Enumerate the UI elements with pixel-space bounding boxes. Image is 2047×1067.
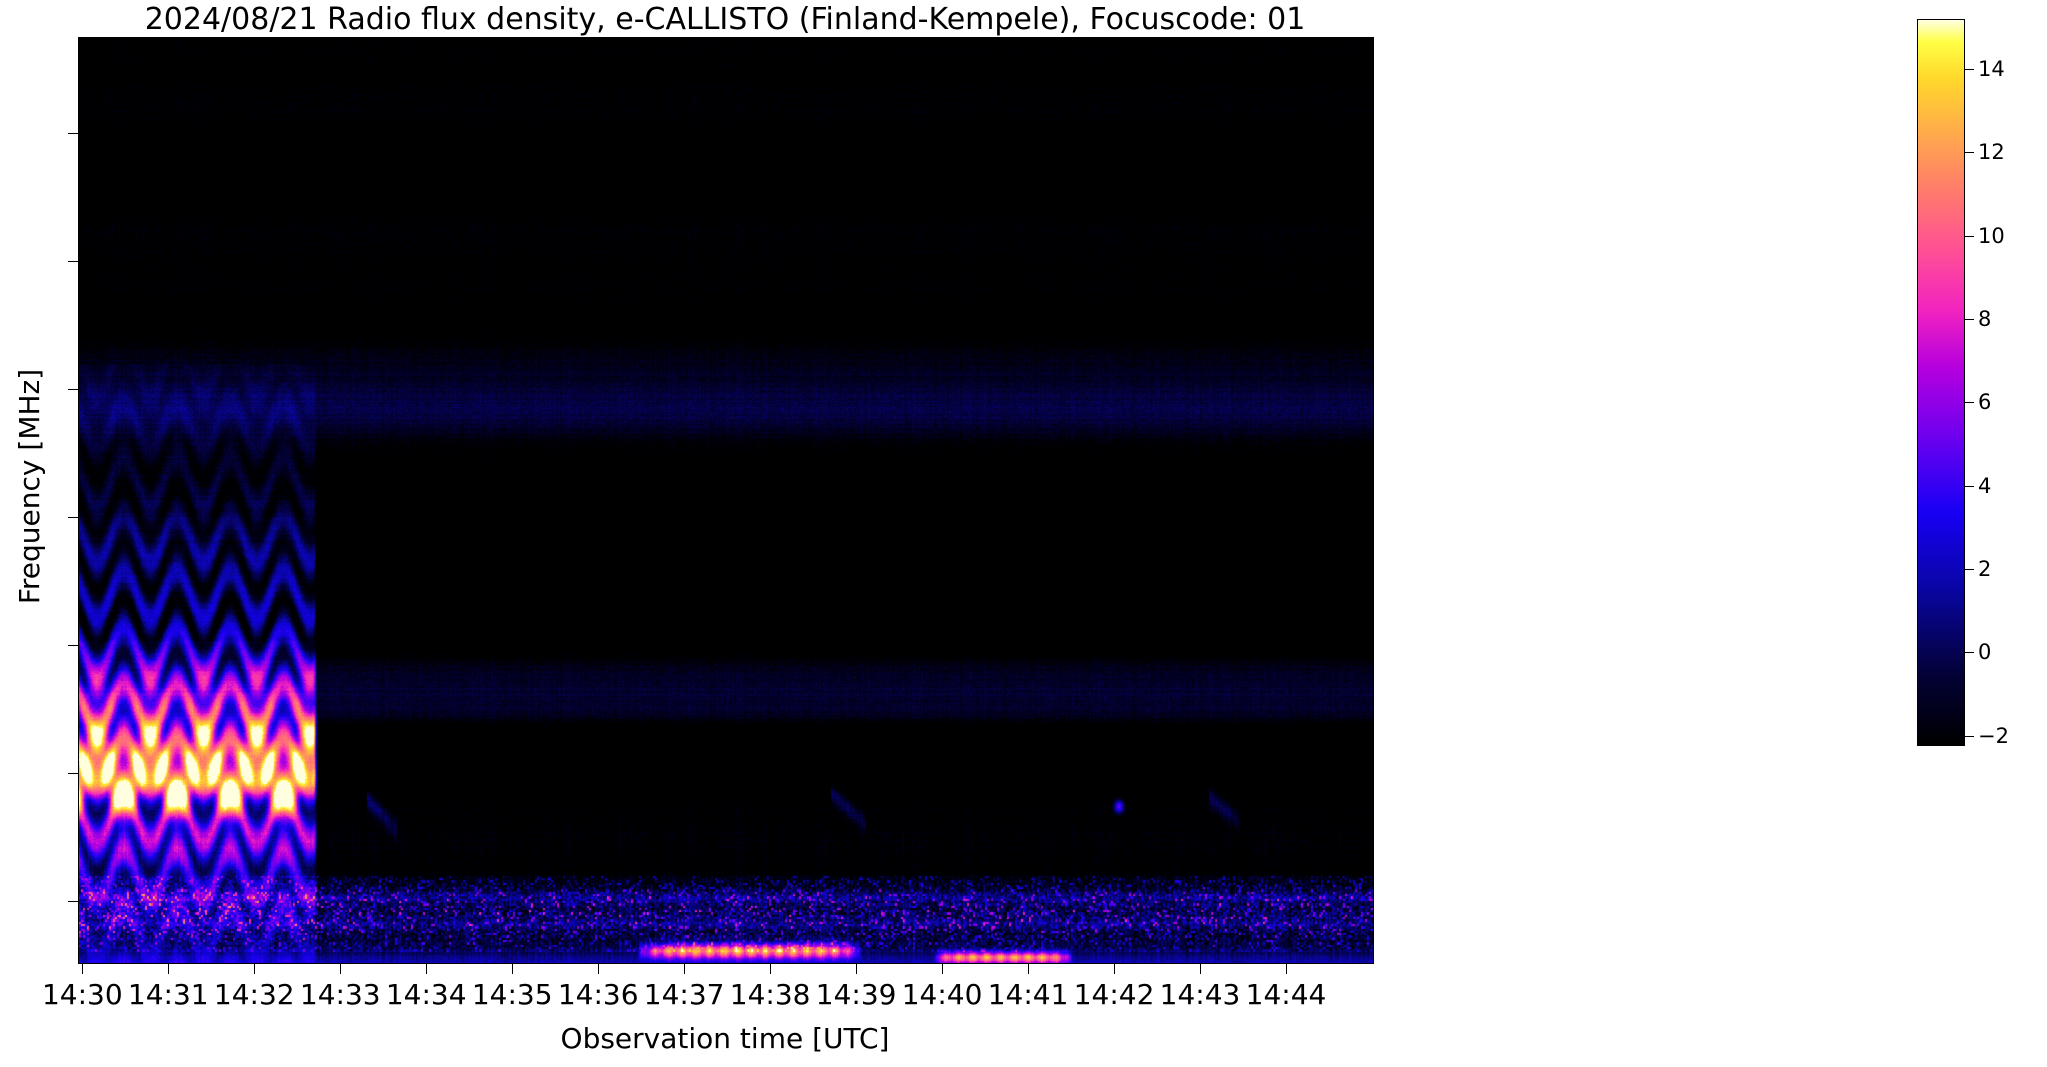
spectrogram-plot-area[interactable] — [78, 37, 1374, 964]
x-axis-label: Observation time [UTC] — [560, 1022, 890, 1055]
y-tick-mark — [68, 260, 79, 262]
x-tick-label: 14:40 — [901, 978, 983, 1011]
y-tick-mark — [68, 900, 79, 902]
x-tick-mark — [1028, 963, 1030, 974]
x-tick-label: 14:33 — [299, 978, 381, 1011]
x-tick-mark — [598, 963, 600, 974]
colorbar-tick-label: 12 — [1978, 140, 2005, 165]
colorbar[interactable] — [1917, 19, 1965, 746]
colorbar-tick-label: 8 — [1978, 307, 1992, 331]
page-title: 2024/08/21 Radio flux density, e-CALLIST… — [144, 2, 1306, 37]
x-tick-label: 14:38 — [729, 978, 811, 1011]
colorbar-tick-label: 14 — [1978, 57, 2005, 81]
x-tick-label: 14:35 — [471, 978, 553, 1011]
x-tick-mark — [340, 963, 342, 974]
colorbar-tick-mark — [1965, 152, 1974, 154]
colorbar-tick-mark — [1965, 485, 1974, 487]
y-tick-mark — [68, 388, 79, 390]
y-axis-label: Frequency [MHz] — [13, 368, 46, 605]
x-tick-label: 14:43 — [1159, 978, 1241, 1011]
colorbar-tick-label: 6 — [1978, 390, 1992, 415]
x-tick-label: 14:44 — [1245, 978, 1327, 1011]
x-tick-label: 14:42 — [1073, 978, 1155, 1011]
colorbar-tick-mark — [1965, 735, 1974, 737]
colorbar-tick-label: −2 — [1978, 723, 2009, 748]
colorbar-tick-mark — [1965, 652, 1974, 654]
x-tick-mark — [426, 963, 428, 974]
x-tick-label: 14:39 — [815, 978, 897, 1011]
x-tick-mark — [1286, 963, 1288, 974]
x-tick-mark — [684, 963, 686, 974]
colorbar-tick-label: 4 — [1978, 473, 1992, 498]
x-tick-label: 14:37 — [643, 978, 725, 1011]
x-tick-mark — [1114, 963, 1116, 974]
x-tick-mark — [770, 963, 772, 974]
x-tick-label: 14:36 — [557, 978, 639, 1011]
colorbar-tick-mark — [1965, 569, 1974, 570]
x-tick-label: 14:31 — [127, 978, 209, 1011]
x-tick-mark — [254, 963, 256, 974]
x-tick-mark — [1200, 963, 1202, 974]
colorbar-tick-mark — [1965, 319, 1974, 320]
colorbar-tick-label: 0 — [1978, 640, 1992, 665]
colorbar-tick-mark — [1965, 69, 1974, 70]
y-tick-mark — [68, 644, 79, 646]
y-tick-mark — [68, 772, 79, 774]
x-tick-mark — [82, 963, 84, 974]
x-tick-mark — [942, 963, 944, 974]
colorbar-gradient — [1918, 20, 1964, 745]
colorbar-tick-mark — [1965, 235, 1974, 237]
x-tick-label: 14:34 — [385, 978, 467, 1011]
x-tick-label: 14:41 — [987, 978, 1069, 1011]
y-tick-mark — [68, 132, 79, 134]
colorbar-tick-label: 10 — [1978, 223, 2005, 248]
x-tick-label: 14:32 — [213, 978, 295, 1011]
x-tick-mark — [512, 963, 514, 974]
y-tick-mark — [68, 516, 79, 518]
x-tick-mark — [168, 963, 170, 974]
colorbar-tick-mark — [1965, 402, 1974, 404]
x-tick-mark — [856, 963, 858, 974]
x-tick-label: 14:30 — [41, 978, 123, 1011]
colorbar-tick-label: 2 — [1978, 557, 1992, 581]
spectrogram-image[interactable] — [79, 38, 1373, 963]
